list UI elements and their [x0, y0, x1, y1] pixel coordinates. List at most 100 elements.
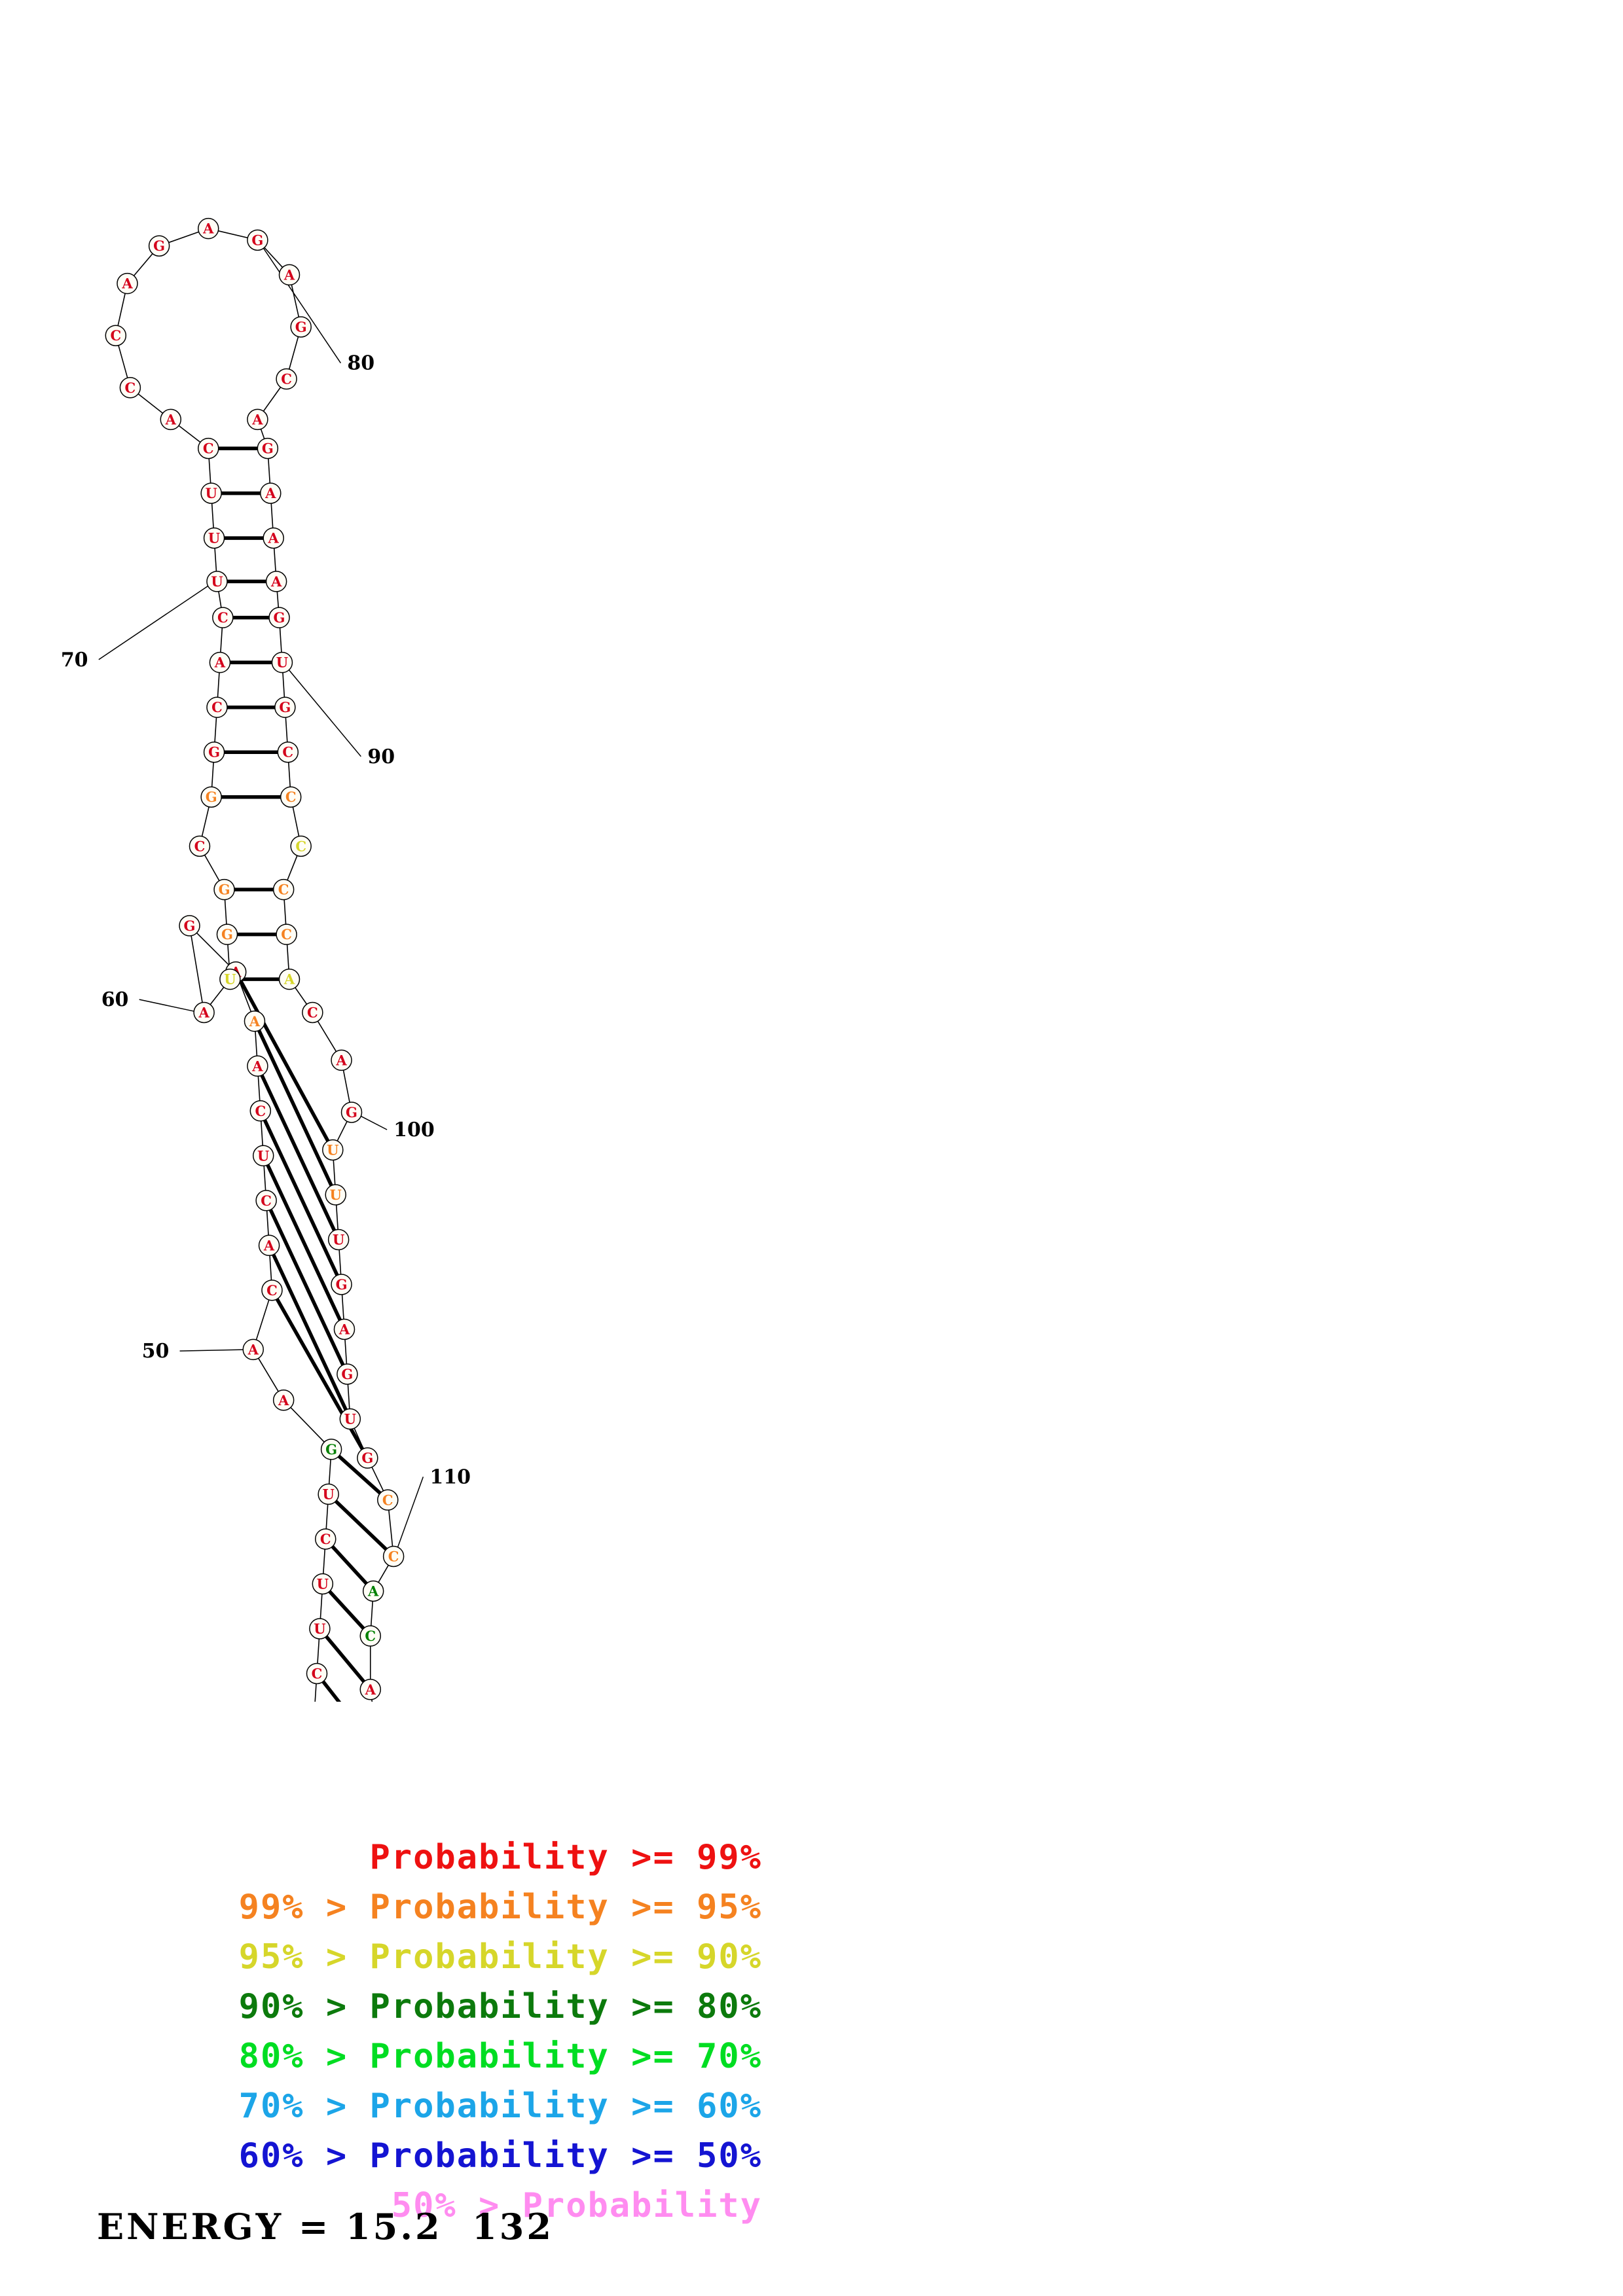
nucleotide-circle	[203, 527, 225, 549]
nucleotide-circle	[302, 1001, 323, 1024]
nucleotide-letter: C	[278, 882, 289, 898]
position-label: 90	[367, 745, 395, 768]
nucleotide: A	[260, 482, 282, 504]
nucleotide: G	[357, 1447, 378, 1469]
nucleotide-letter: A	[247, 1341, 259, 1357]
nucleotide-letter: G	[206, 789, 217, 805]
nucleotide-circle	[277, 741, 299, 763]
position-label: 100	[393, 1119, 435, 1141]
nucleotide-circle	[200, 786, 222, 808]
nucleotide: A	[247, 1055, 268, 1077]
nucleotide: A	[362, 1580, 384, 1602]
position-label: 60	[101, 988, 129, 1011]
nucleotide-letter: A	[367, 1583, 379, 1600]
nucleotide: C	[315, 1528, 337, 1550]
nucleotide-letter: C	[110, 327, 121, 344]
nucleotide: G	[337, 1363, 358, 1385]
nucleotide: G	[257, 437, 279, 459]
position-labels-layer: 102030405060708090100110120130140150160	[61, 352, 540, 2154]
base-pair-bond	[260, 1074, 337, 1232]
nucleotide: U	[200, 482, 222, 504]
nucleotide: A	[117, 272, 138, 295]
nucleotide: C	[119, 377, 141, 399]
nucleotide-circle	[290, 835, 312, 857]
nucleotide: A	[359, 1679, 382, 1700]
nucleotide-letter: G	[346, 1104, 357, 1121]
nucleotide-circle	[252, 1145, 274, 1167]
nucleotide-circle	[278, 264, 301, 286]
nucleotide-letter: A	[121, 276, 133, 292]
rna-structure-diagram: CAAGCCUAUUCAGUUUACAGCGCUCCGCAGGUUGAGCGAA…	[61, 217, 540, 2296]
nucleotide: C	[306, 1662, 328, 1685]
nucleotide-letter: U	[323, 1486, 335, 1502]
nucleotide: C	[189, 835, 211, 857]
nucleotide: U	[309, 1618, 331, 1640]
nucleotide-letter: U	[208, 530, 220, 547]
nucleotide-letter: A	[283, 266, 295, 283]
nucleotide: U	[325, 1184, 346, 1206]
nucleotide: A	[242, 1338, 264, 1361]
nucleotide-circle	[249, 1100, 272, 1122]
nucleotide-circle	[189, 835, 211, 857]
nucleotide: A	[331, 1049, 352, 1071]
nucleotide-letter: A	[338, 1321, 350, 1337]
base-pair-bond	[334, 1499, 388, 1551]
nucleotide-letter: A	[251, 1058, 263, 1074]
nucleotide-circle	[206, 696, 228, 718]
nucleotide: G	[331, 1274, 352, 1295]
nucleotide-circle	[197, 437, 219, 459]
base-pair-bond	[268, 1209, 345, 1366]
nucleotide-circle	[119, 377, 141, 399]
base-pair-bond	[272, 1253, 348, 1411]
nucleotide-circle	[200, 482, 222, 504]
nucleotide: G	[203, 741, 225, 763]
legend-row: 60% > Probability >= 50%	[238, 2136, 762, 2176]
base-nodes-layer: CAAGCCUAUUCAGUUUACAGCGCUCCGCAGGUUGAGCGAA…	[105, 217, 413, 2296]
nucleotide: A	[258, 1234, 280, 1257]
nucleotide-circle	[362, 1580, 384, 1602]
position-label: 80	[347, 352, 374, 375]
nucleotide-letter: C	[211, 699, 223, 715]
nucleotide-letter: C	[365, 1628, 376, 1644]
nucleotide: G	[213, 878, 235, 901]
nucleotide: C	[277, 741, 299, 763]
nucleotide: U	[271, 651, 293, 673]
energy-label: ENERGY = 15.2 132	[97, 2206, 554, 2248]
nucleotide-circle	[148, 235, 170, 257]
nucleotide-circle	[242, 1338, 264, 1361]
nucleotide: U	[312, 1573, 334, 1595]
nucleotide-circle	[247, 229, 268, 251]
nucleotide-circle	[272, 878, 295, 901]
position-leader-layer	[98, 247, 494, 2296]
nucleotide: A	[278, 264, 301, 286]
nucleotide-letter: U	[211, 573, 223, 590]
backbone-layer	[115, 228, 404, 2296]
nucleotide-letter: C	[194, 838, 206, 854]
nucleotide-circle	[337, 1363, 358, 1385]
nucleotide-letter: G	[279, 699, 291, 715]
nucleotide-circle	[216, 924, 238, 945]
nucleotide-letter: C	[282, 744, 293, 761]
nucleotide: C	[280, 786, 302, 808]
nucleotide-letter: G	[262, 440, 274, 457]
nucleotide-circle	[325, 1184, 346, 1206]
position-leader-line	[361, 1115, 388, 1130]
nucleotide-circle	[357, 1447, 378, 1469]
nucleotide: G	[200, 786, 222, 808]
base-pair-bond	[263, 1119, 339, 1276]
nucleotide-letter: A	[249, 1013, 261, 1030]
nucleotide-circle	[318, 1483, 339, 1505]
nucleotide-circle	[219, 968, 241, 990]
nucleotide-letter: A	[263, 1237, 275, 1253]
nucleotide-letter: G	[251, 232, 263, 248]
nucleotide-letter: C	[388, 1548, 399, 1564]
nucleotide-circle	[290, 316, 312, 338]
nucleotide-circle	[359, 1679, 382, 1700]
nucleotide: C	[290, 835, 312, 857]
nucleotide: G	[340, 1102, 363, 1123]
nucleotide: U	[206, 571, 228, 592]
nucleotide-letter: C	[295, 838, 306, 854]
nucleotide-letter: A	[365, 1681, 376, 1698]
nucleotide-circle	[255, 1190, 277, 1211]
nucleotide: C	[272, 878, 295, 901]
